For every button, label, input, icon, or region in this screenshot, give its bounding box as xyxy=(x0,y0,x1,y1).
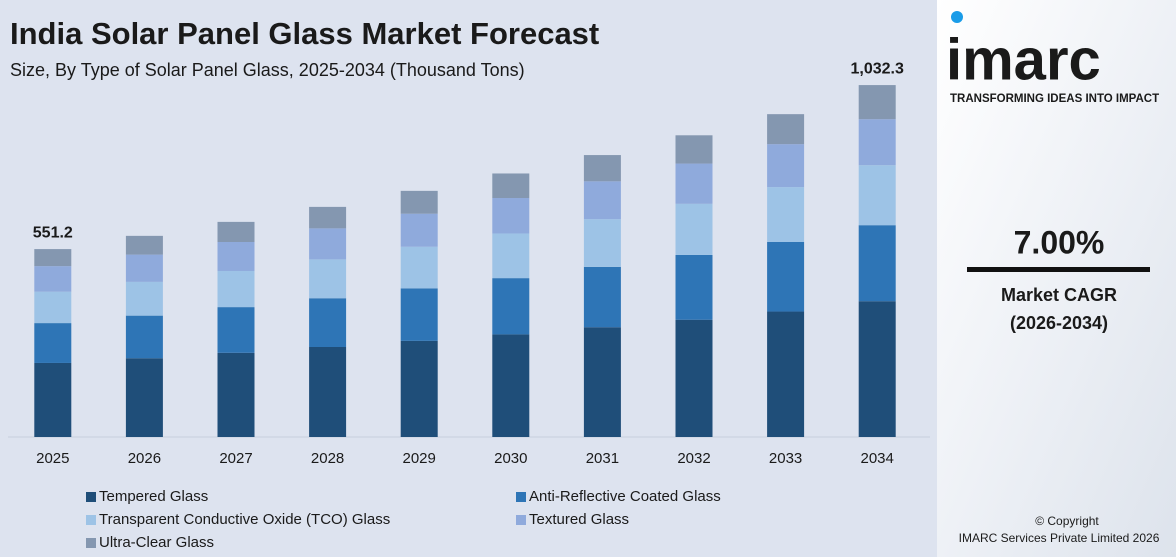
bar-segment xyxy=(583,181,621,220)
bar-segment xyxy=(309,298,347,347)
bar-segment xyxy=(309,228,347,260)
x-tick-label: 2025 xyxy=(36,450,69,467)
bar-segment xyxy=(217,352,255,437)
legend-swatch xyxy=(516,515,526,525)
bar-segment xyxy=(858,301,896,437)
bar-segment xyxy=(583,266,621,328)
bar-segment xyxy=(125,254,163,282)
bar-segment xyxy=(583,327,621,437)
bar-segment xyxy=(125,281,163,316)
bar-segment xyxy=(309,206,347,229)
cagr-rule xyxy=(967,267,1150,272)
bar-segment xyxy=(858,85,896,120)
bar-segment xyxy=(767,311,805,437)
bar-segment xyxy=(767,187,805,242)
bar-segment xyxy=(217,242,255,271)
bar-segment xyxy=(309,259,347,299)
bar-segment xyxy=(34,323,72,363)
cagr-value: 7.00% xyxy=(1014,224,1105,260)
bar-segment xyxy=(125,235,163,255)
legend-swatch xyxy=(86,492,96,502)
bar-segment xyxy=(767,114,805,145)
bar-segment xyxy=(217,221,255,242)
x-tick-label: 2034 xyxy=(861,450,894,467)
bar-segment xyxy=(217,307,255,353)
bar-segment xyxy=(675,163,713,204)
x-tick-label: 2032 xyxy=(677,450,710,467)
x-tick-label: 2033 xyxy=(769,450,802,467)
chart-subtitle: Size, By Type of Solar Panel Glass, 2025… xyxy=(10,60,525,80)
bar-segment xyxy=(767,242,805,312)
bar-segment xyxy=(400,213,438,247)
x-tick-label: 2029 xyxy=(403,450,436,467)
bar-segment xyxy=(125,315,163,359)
total-label: 551.2 xyxy=(33,224,73,241)
cagr-period: (2026-2034) xyxy=(1010,313,1108,333)
bar-segment xyxy=(675,254,713,320)
x-tick-label: 2026 xyxy=(128,450,161,467)
bar-segment xyxy=(309,347,347,437)
x-tick-label: 2030 xyxy=(494,450,527,467)
x-tick-label: 2031 xyxy=(586,450,619,467)
bar-segment xyxy=(583,155,621,182)
legend-label: Textured Glass xyxy=(529,511,629,528)
bar-segment xyxy=(675,203,713,255)
legend-label: Tempered Glass xyxy=(99,488,208,505)
bar-segment xyxy=(492,198,530,234)
logo: imarc xyxy=(946,27,1101,92)
logo-dot xyxy=(951,11,963,23)
legend-swatch xyxy=(516,492,526,502)
chart-title: India Solar Panel Glass Market Forecast xyxy=(10,16,599,51)
bar-segment xyxy=(492,233,530,279)
bar-segment xyxy=(675,319,713,437)
bar-segment xyxy=(400,246,438,289)
bar-segment xyxy=(492,278,530,335)
bar-segment xyxy=(675,135,713,164)
bar-segment xyxy=(858,119,896,166)
x-tick-label: 2027 xyxy=(219,450,252,467)
bar-segment xyxy=(858,165,896,226)
bar-segment xyxy=(400,340,438,437)
bar-segment xyxy=(125,358,163,437)
legend-label: Ultra-Clear Glass xyxy=(99,534,214,551)
total-label: 1,032.3 xyxy=(851,60,904,77)
copyright: © Copyright xyxy=(1035,514,1099,528)
bar-segment xyxy=(34,291,72,324)
bar-segment xyxy=(492,173,530,199)
bar-segment xyxy=(858,225,896,302)
bar-segment xyxy=(34,249,72,267)
company: IMARC Services Private Limited 2026 xyxy=(959,531,1160,545)
bar-segment xyxy=(400,288,438,341)
tagline: TRANSFORMING IDEAS INTO IMPACT xyxy=(950,93,1159,105)
bar-segment xyxy=(217,270,255,308)
cagr-label: Market CAGR xyxy=(1001,285,1117,305)
sidebar-background xyxy=(937,0,1176,557)
legend-label: Anti-Reflective Coated Glass xyxy=(529,488,721,505)
bar-segment xyxy=(767,144,805,188)
bar-segment xyxy=(583,219,621,267)
bar-segment xyxy=(400,190,438,214)
bar-segment xyxy=(34,362,72,437)
legend-swatch xyxy=(86,538,96,548)
bar-segment xyxy=(34,266,72,292)
legend-label: Transparent Conductive Oxide (TCO) Glass xyxy=(99,511,390,528)
legend-swatch xyxy=(86,515,96,525)
bar-segment xyxy=(492,334,530,437)
x-tick-label: 2028 xyxy=(311,450,344,467)
